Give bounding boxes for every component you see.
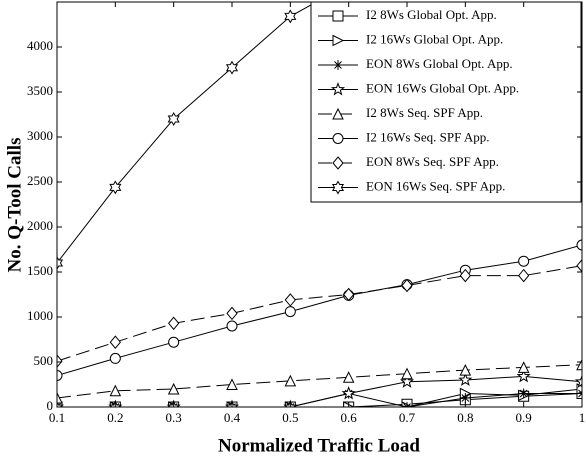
data-marker: [518, 255, 530, 267]
x-tick-label: 0.7: [399, 410, 416, 425]
legend-box: [310, 1, 582, 203]
x-tick-label: 0.6: [341, 410, 358, 425]
data-marker: [459, 363, 472, 376]
legend-marker: [331, 180, 345, 195]
data-marker: [109, 384, 122, 397]
legend-label: I2 8Ws Seq. SPF App.: [366, 105, 483, 120]
legend-label: I2 16Ws Global Opt. App.: [366, 31, 503, 46]
series-line: [57, 388, 582, 407]
data-marker: [460, 393, 471, 403]
y-tick-label: 3000: [27, 128, 53, 143]
data-marker: [57, 399, 65, 407]
data-marker: [401, 367, 413, 380]
y-tick-label: 4000: [27, 38, 53, 53]
legend-marker: [330, 82, 346, 96]
data-marker: [167, 382, 180, 395]
x-axis-title: Normalized Traffic Load: [218, 435, 420, 456]
y-tick-label: 0: [47, 398, 54, 413]
legend-label: EON 8Ws Seq. SPF App.: [366, 154, 499, 169]
legend-label: I2 8Ws Global Opt. App.: [366, 7, 497, 22]
legend-marker: [332, 107, 344, 120]
data-marker: [109, 335, 121, 349]
series-line: [57, 364, 582, 399]
x-tick-label: 0.3: [166, 410, 182, 425]
data-marker: [57, 354, 63, 368]
data-marker: [226, 378, 238, 390]
data-marker: [576, 239, 582, 251]
y-tick-label: 500: [34, 353, 54, 368]
data-marker: [167, 112, 180, 126]
x-tick-label: 0.8: [457, 410, 473, 425]
data-marker: [226, 320, 238, 332]
y-tick-label: 2000: [27, 218, 53, 233]
data-marker: [516, 368, 531, 383]
legend-marker: [332, 10, 344, 22]
data-marker: [401, 278, 413, 293]
y-tick-label: 1500: [27, 263, 53, 278]
data-marker: [109, 180, 122, 195]
data-marker: [57, 370, 63, 381]
data-marker: [518, 268, 530, 283]
x-tick-label: 0.9: [516, 410, 532, 425]
x-tick-label: 0.2: [107, 410, 123, 425]
data-marker: [343, 287, 355, 302]
series-line: [57, 375, 582, 407]
data-marker: [341, 386, 356, 400]
data-marker: [168, 336, 180, 348]
legend-label: I2 16Ws Seq. SPF App.: [366, 129, 490, 144]
data-marker: [458, 372, 473, 387]
data-marker: [574, 374, 582, 388]
x-tick-label: 0.5: [282, 410, 298, 425]
legend-marker: [332, 34, 345, 47]
data-marker: [57, 256, 64, 270]
y-tick-label: 3500: [27, 83, 53, 98]
legend-label: EON 8Ws Global Opt. App.: [366, 56, 513, 71]
legend-marker: [333, 60, 343, 70]
series-line: [57, 2, 318, 264]
data-marker: [284, 9, 297, 24]
legend-label: EON 16Ws Global Opt. App.: [366, 80, 519, 95]
y-axis-title: No. Q-Tool Calls: [4, 138, 25, 273]
y-tick-label: 1000: [27, 308, 53, 323]
data-marker: [226, 306, 238, 321]
data-marker: [517, 361, 530, 373]
data-marker: [284, 293, 296, 307]
data-marker: [342, 371, 355, 383]
y-tick-label: 2500: [27, 173, 53, 188]
x-tick-label: 0.1: [49, 410, 65, 425]
legend-marker: [332, 156, 344, 170]
data-marker: [57, 391, 63, 404]
data-marker: [399, 374, 415, 388]
series-line: [57, 244, 582, 376]
data-marker: [168, 316, 180, 331]
data-marker: [518, 388, 529, 399]
data-marker: [225, 60, 239, 75]
legend-marker: [332, 133, 344, 144]
series-line: [57, 265, 582, 362]
legend-label: EON 16Ws Seq. SPF App.: [366, 178, 505, 193]
data-marker: [284, 374, 297, 387]
legend: I2 8Ws Global Opt. App. I2 16Ws Global Op…: [310, 1, 582, 203]
data-marker: [284, 306, 296, 318]
series-line: [57, 393, 582, 407]
data-marker: [459, 268, 471, 283]
x-tick-label: 1: [579, 410, 586, 425]
data-marker: [109, 352, 121, 364]
x-tick-label: 0.4: [224, 410, 241, 425]
data-marker: [576, 258, 582, 273]
